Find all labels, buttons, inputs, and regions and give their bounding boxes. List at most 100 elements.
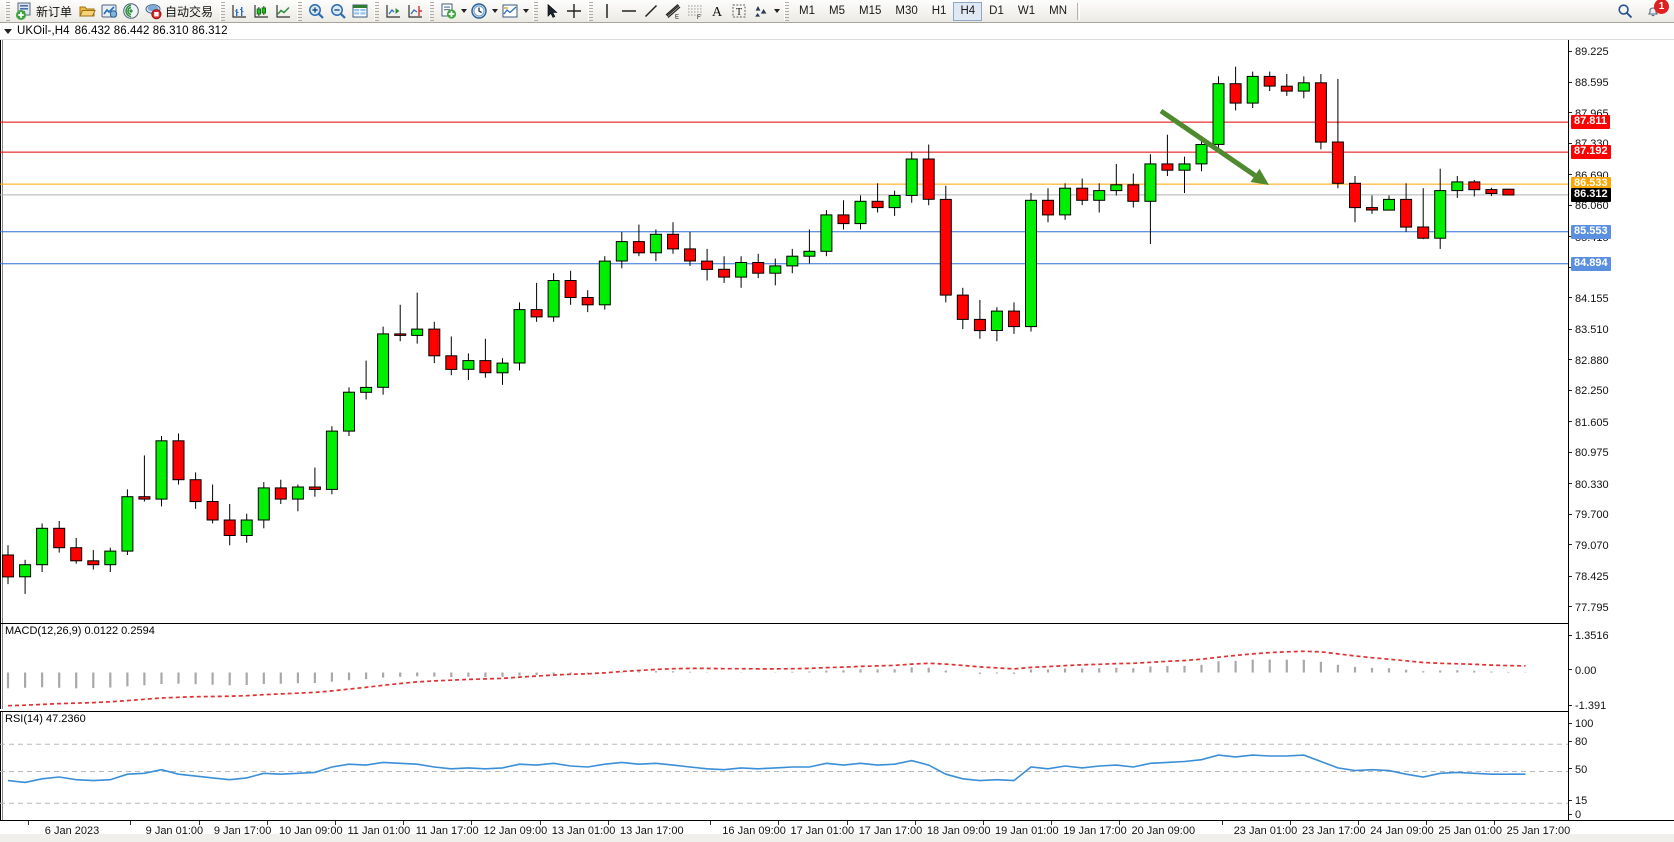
shapes-icon bbox=[752, 2, 770, 20]
candle bbox=[1093, 183, 1106, 213]
symbol-title: UKOil-,H4 bbox=[17, 25, 70, 37]
candle bbox=[803, 229, 816, 264]
data-window-button[interactable] bbox=[349, 1, 371, 22]
toolbar-grip-1[interactable] bbox=[5, 1, 10, 21]
timeframe-m30[interactable]: M30 bbox=[895, 4, 918, 17]
candle bbox=[1195, 139, 1208, 172]
price-tag-resistance-2[interactable]: 87.811 bbox=[1571, 115, 1611, 130]
add-indicator-button[interactable] bbox=[437, 1, 459, 22]
timeframe-mn[interactable]: MN bbox=[1049, 4, 1067, 17]
zoom-out-button[interactable] bbox=[327, 1, 349, 22]
time-tick bbox=[914, 821, 916, 825]
clock-icon bbox=[470, 2, 488, 20]
candle bbox=[1468, 179, 1481, 197]
period-separator-button-dropdown-icon[interactable] bbox=[490, 3, 499, 20]
price-tag-bid[interactable]: 86.312 bbox=[1571, 187, 1611, 202]
template-icon bbox=[501, 2, 519, 20]
time-tick bbox=[403, 821, 405, 825]
timeframe-h4[interactable]: H4 bbox=[953, 1, 983, 21]
period-separator-button[interactable] bbox=[468, 1, 490, 22]
timeframe-w1[interactable]: W1 bbox=[1017, 4, 1036, 17]
price-tag-support-2[interactable]: 84.894 bbox=[1571, 256, 1611, 271]
macd-plot[interactable] bbox=[0, 624, 1568, 709]
timeframe-d1[interactable]: D1 bbox=[989, 4, 1004, 17]
timeframe-m1[interactable]: M1 bbox=[799, 4, 816, 17]
candle bbox=[308, 467, 321, 497]
templates-button[interactable] bbox=[499, 1, 521, 22]
toolbar-grip-timeframes[interactable] bbox=[784, 1, 790, 21]
candle bbox=[496, 358, 509, 385]
price-scale[interactable]: 89.22588.59587.96587.33086.69086.06085.4… bbox=[1568, 40, 1674, 821]
timeframe-m15[interactable]: M15 bbox=[859, 4, 882, 17]
price-tag-ask[interactable]: 86.533 bbox=[1571, 177, 1611, 192]
toolbar-grip-2[interactable] bbox=[220, 1, 226, 21]
price-tick: 80.975 bbox=[1569, 447, 1609, 459]
candle bbox=[274, 479, 287, 504]
auto-scroll-button[interactable] bbox=[382, 1, 404, 22]
time-tick bbox=[1494, 821, 1496, 825]
price-tick: 79.700 bbox=[1569, 509, 1609, 521]
candle bbox=[888, 190, 901, 216]
text-button[interactable]: A bbox=[706, 1, 728, 22]
price-tick: 77.795 bbox=[1569, 602, 1609, 614]
auto-trading-button-label: 自动交易 bbox=[165, 4, 214, 19]
candle bbox=[189, 472, 202, 509]
chart-menu-caret-icon[interactable] bbox=[4, 28, 12, 34]
text-label-button[interactable]: T bbox=[728, 1, 750, 22]
toolbar-grip-5[interactable] bbox=[429, 1, 435, 21]
crosshair-button[interactable] bbox=[563, 1, 585, 22]
rsi-plot[interactable] bbox=[0, 712, 1568, 820]
toolbar-grip-3[interactable] bbox=[297, 1, 303, 21]
shapes-button[interactable] bbox=[750, 1, 772, 22]
rsi-pane-left-border bbox=[0, 712, 3, 820]
candle bbox=[684, 231, 696, 266]
new-order-icon bbox=[15, 2, 33, 20]
shapes-button-dropdown-icon[interactable] bbox=[772, 3, 781, 20]
time-tick bbox=[607, 821, 609, 825]
timeframe-h1[interactable]: H1 bbox=[931, 4, 947, 17]
search-button[interactable] bbox=[1614, 1, 1636, 22]
add-indicator-button-dropdown-icon[interactable] bbox=[459, 3, 468, 20]
candlestick-chart-button[interactable] bbox=[250, 1, 272, 22]
candle bbox=[360, 360, 373, 400]
vertical-line-button[interactable] bbox=[596, 1, 618, 22]
bar-chart-button[interactable] bbox=[228, 1, 250, 22]
time-tick bbox=[266, 821, 268, 825]
notification-badge: 1 bbox=[1654, 0, 1669, 14]
notifications-button[interactable]: 1 bbox=[1642, 0, 1669, 22]
fibonacci-icon: F bbox=[686, 2, 704, 20]
chart-shift-icon bbox=[406, 2, 424, 20]
price-tag-resistance-1[interactable]: 87.192 bbox=[1571, 145, 1611, 160]
candle bbox=[1280, 74, 1293, 96]
candle bbox=[291, 484, 304, 512]
downtrend-arrow[interactable] bbox=[1159, 108, 1269, 185]
macd-pane[interactable]: MACD(12,26,9) 0.0122 0.2594 bbox=[0, 623, 1568, 709]
cursor-button[interactable] bbox=[541, 1, 563, 22]
zoom-in-button[interactable] bbox=[305, 1, 327, 22]
new-order-button[interactable]: 新订单 bbox=[13, 1, 76, 22]
price-tag-support-1[interactable]: 85.553 bbox=[1571, 224, 1611, 239]
auto-trading-button[interactable]: 自动交易 bbox=[142, 1, 217, 22]
chart-window[interactable]: UKOil-,H4 86.432 86.442 86.310 86.312 MA… bbox=[0, 23, 1674, 842]
time-tick bbox=[471, 821, 473, 825]
chart-shift-button[interactable] bbox=[404, 1, 426, 22]
equidistant-channel-button[interactable]: E bbox=[662, 1, 684, 22]
price-pane[interactable] bbox=[0, 40, 1568, 623]
add-indicator-icon bbox=[439, 2, 457, 20]
rsi-pane[interactable]: RSI(14) 47.2360 bbox=[0, 711, 1568, 820]
toolbar-grip-7[interactable] bbox=[588, 1, 594, 21]
market-watch-button[interactable] bbox=[98, 1, 120, 22]
toolbar-grip-6[interactable] bbox=[533, 1, 539, 21]
signals-button[interactable] bbox=[120, 1, 142, 22]
candle bbox=[462, 353, 475, 381]
horizontal-line-button[interactable] bbox=[618, 1, 640, 22]
trendline-button[interactable] bbox=[640, 1, 662, 22]
templates-button-dropdown-icon[interactable] bbox=[521, 3, 530, 20]
fibonacci-button[interactable]: F bbox=[684, 1, 706, 22]
price-plot[interactable] bbox=[0, 40, 1568, 623]
candlestick-icon bbox=[252, 2, 270, 20]
line-chart-button[interactable] bbox=[272, 1, 294, 22]
expert-advisors-button[interactable] bbox=[76, 1, 98, 22]
timeframe-m5[interactable]: M5 bbox=[829, 4, 845, 17]
toolbar-grip-4[interactable] bbox=[374, 1, 380, 21]
